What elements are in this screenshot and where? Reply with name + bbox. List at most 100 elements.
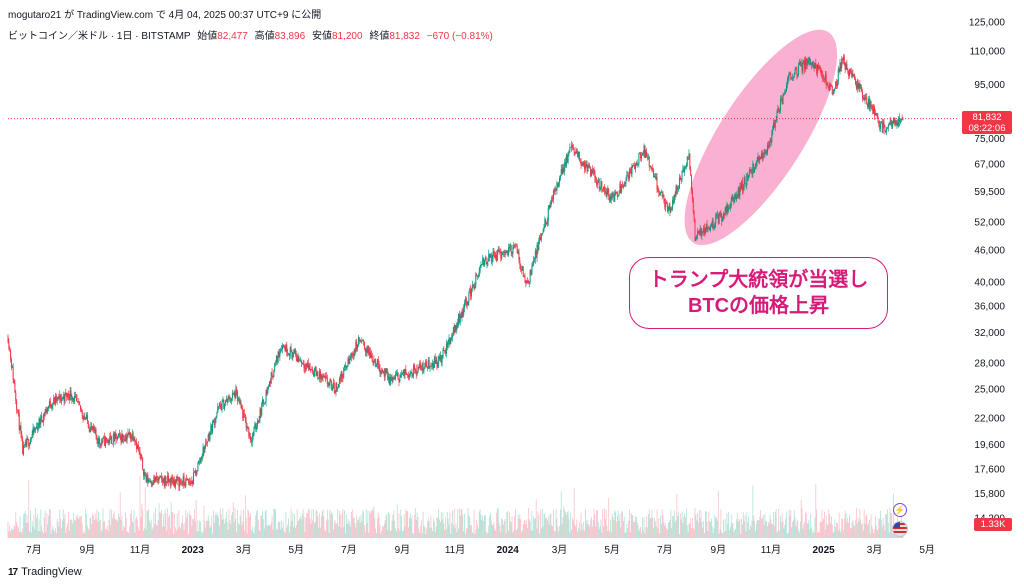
volume-bar bbox=[365, 509, 367, 538]
bolt-icon[interactable]: ⚡ bbox=[893, 503, 907, 517]
candle-body bbox=[424, 362, 426, 369]
candle-body bbox=[115, 433, 117, 436]
volume-bar bbox=[305, 517, 307, 538]
candle-body bbox=[341, 372, 343, 378]
us-flag-icon[interactable] bbox=[892, 521, 908, 537]
candle-body bbox=[506, 251, 508, 253]
candle-body bbox=[678, 188, 680, 190]
candle-body bbox=[275, 356, 277, 363]
volume-bar bbox=[611, 513, 613, 538]
volume-bar bbox=[31, 520, 33, 538]
volume-bar bbox=[878, 518, 880, 538]
candle-body bbox=[755, 162, 757, 165]
volume-bar bbox=[349, 521, 351, 538]
volume-bar bbox=[814, 517, 816, 538]
volume-bar bbox=[748, 529, 750, 538]
volume-bar bbox=[483, 521, 484, 538]
volume-bar bbox=[353, 517, 355, 538]
candle-body bbox=[239, 401, 241, 404]
candle-body bbox=[862, 98, 864, 99]
volume-bar bbox=[136, 516, 137, 538]
candle-body bbox=[758, 156, 760, 160]
volume-bar bbox=[439, 522, 441, 538]
candle-body bbox=[513, 245, 515, 248]
volume-bar bbox=[343, 527, 345, 538]
volume-bar bbox=[735, 528, 736, 538]
volume-bar bbox=[286, 527, 288, 538]
volume-bar bbox=[157, 520, 159, 538]
candle-body bbox=[325, 376, 327, 378]
candle-body bbox=[242, 409, 244, 418]
volume-bar bbox=[468, 514, 470, 538]
volume-bar bbox=[138, 530, 140, 538]
volume-bar bbox=[205, 527, 207, 538]
volume-bar bbox=[742, 524, 743, 538]
last-price-value: 81,832 bbox=[972, 111, 1002, 123]
volume-bar bbox=[654, 521, 656, 538]
volume-bar bbox=[389, 513, 390, 538]
candle-body bbox=[213, 420, 215, 425]
volume-bar bbox=[329, 509, 331, 538]
bar-countdown: 08:22:06 bbox=[968, 122, 1006, 134]
candle-body bbox=[533, 259, 535, 261]
volume-bar bbox=[687, 532, 689, 538]
volume-bar bbox=[278, 522, 280, 538]
candle-body bbox=[29, 439, 31, 444]
candle-body bbox=[405, 369, 407, 375]
volume-bar bbox=[632, 515, 634, 538]
candle-body bbox=[856, 80, 858, 89]
candle-body bbox=[886, 128, 888, 132]
open-value: 82,477 bbox=[217, 31, 248, 42]
candle-body bbox=[82, 415, 84, 419]
volume-bar bbox=[105, 529, 106, 538]
candle-body bbox=[512, 247, 514, 254]
candle-body bbox=[738, 188, 740, 197]
candle-body bbox=[128, 432, 130, 435]
candle-body bbox=[248, 427, 250, 437]
volume-bar bbox=[159, 512, 161, 538]
candle-body bbox=[373, 359, 375, 363]
volume-bar bbox=[690, 518, 692, 538]
volume-bar bbox=[413, 533, 415, 538]
volume-bar bbox=[558, 531, 560, 538]
candle-body bbox=[26, 439, 28, 446]
candle-body bbox=[241, 407, 243, 410]
candle-body bbox=[885, 131, 887, 133]
candle-body bbox=[401, 374, 403, 375]
candle-body bbox=[399, 376, 401, 382]
candle-body bbox=[357, 344, 359, 349]
volume-bar bbox=[207, 515, 209, 538]
volume-bar bbox=[409, 513, 411, 538]
volume-bar bbox=[75, 515, 77, 538]
volume-bar bbox=[677, 516, 679, 538]
volume-bar bbox=[400, 509, 402, 538]
candle-body bbox=[84, 416, 86, 419]
candle-body bbox=[383, 370, 385, 377]
candle-body bbox=[209, 432, 211, 440]
volume-bar bbox=[367, 510, 369, 538]
volume-bar bbox=[873, 533, 875, 538]
volume-bar bbox=[827, 525, 829, 538]
candle-body bbox=[495, 254, 497, 259]
candle-body bbox=[521, 269, 523, 271]
volume-bar bbox=[350, 525, 352, 538]
candle-body bbox=[551, 197, 553, 201]
volume-bar bbox=[175, 527, 176, 538]
volume-bar bbox=[761, 518, 762, 538]
candle-body bbox=[87, 421, 89, 428]
candle-body bbox=[664, 201, 666, 208]
volume-bar bbox=[727, 523, 729, 538]
volume-bar bbox=[585, 520, 587, 538]
candle-body bbox=[224, 401, 226, 404]
candle-body bbox=[859, 83, 861, 89]
volume-bar bbox=[232, 502, 234, 538]
volume-bar bbox=[566, 512, 568, 538]
volume-bar bbox=[744, 515, 746, 538]
volume-bar bbox=[681, 511, 683, 538]
volume-bar bbox=[458, 508, 460, 538]
candle-body bbox=[702, 231, 704, 233]
candle-body bbox=[823, 78, 825, 80]
candle-body bbox=[527, 280, 529, 284]
volume-bar bbox=[67, 523, 68, 538]
